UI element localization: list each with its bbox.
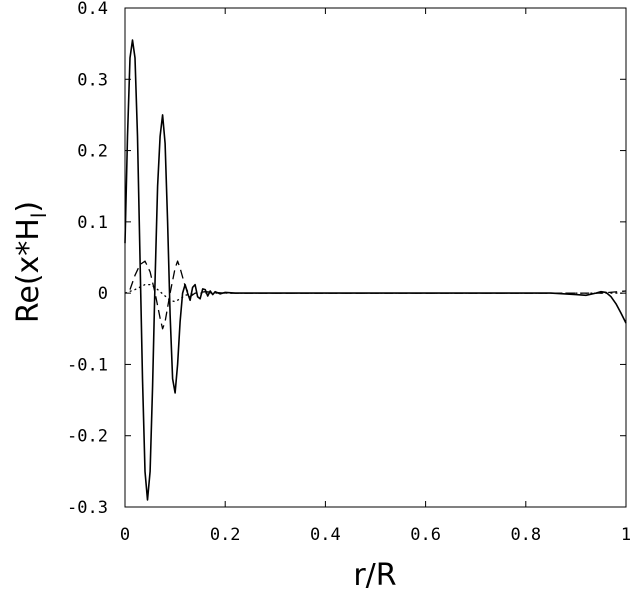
series-line-solid — [124, 39, 627, 501]
y-axis-label: Re(x*Hl) — [11, 201, 51, 323]
series-line-dashed — [129, 260, 627, 330]
y-axis-label-subscript: l — [27, 213, 51, 219]
y-tick-label-1: -0.2 — [67, 427, 108, 447]
x-axis-label: r/R — [353, 558, 396, 591]
y-tick-label-2: -0.1 — [67, 355, 108, 375]
y-tick-label-3: 0 — [98, 284, 108, 304]
y-tick-label-0: -0.3 — [67, 498, 108, 518]
y-tick-label-4: 0.1 — [77, 213, 108, 233]
axis-ticks — [124, 7, 627, 508]
y-tick-label-6: 0.3 — [77, 70, 108, 90]
y-tick-label-5: 0.2 — [77, 142, 108, 162]
x-tick-label-4: 0.8 — [510, 525, 541, 545]
y-axis-label-close: ) — [11, 201, 46, 213]
data-series-group — [124, 39, 627, 501]
y-axis-label-group: Re(x*Hl) — [11, 201, 51, 323]
y-tick-label-7: 0.4 — [77, 0, 108, 19]
x-tick-label-3: 0.6 — [410, 525, 441, 545]
x-tick-label-0: 0 — [120, 525, 130, 545]
x-tick-label-1: 0.2 — [210, 525, 241, 545]
plot-area-frame — [124, 7, 627, 508]
tick-labels: 0 0.2 0.4 0.6 0.8 1 -0.3 -0.2 -0.1 0 0.1 0.2 0.3 0.4 — [67, 0, 631, 545]
y-axis-label-main: Re(x*H — [11, 218, 46, 323]
x-tick-label-2: 0.4 — [310, 525, 341, 545]
x-tick-label-5: 1 — [621, 525, 631, 545]
